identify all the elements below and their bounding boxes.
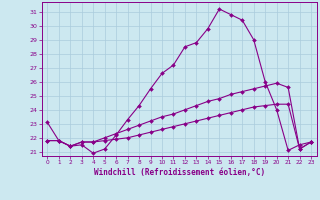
X-axis label: Windchill (Refroidissement éolien,°C): Windchill (Refroidissement éolien,°C) xyxy=(94,168,265,177)
